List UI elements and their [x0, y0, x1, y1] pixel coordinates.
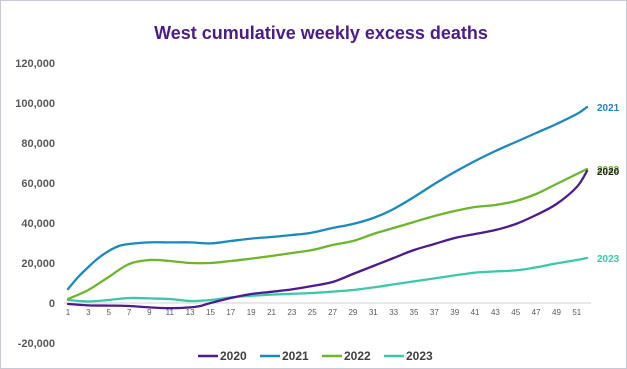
x-tick-label: 23 — [287, 308, 296, 317]
y-tick-label: 0 — [49, 298, 55, 310]
series-line-2020 — [66, 169, 589, 310]
series-line-2023 — [66, 256, 589, 303]
legend-item-2020: 2020 — [198, 349, 247, 363]
y-tick-label: 60,000 — [21, 178, 55, 190]
y-tick-label: -20,000 — [18, 338, 55, 350]
end-label-2023: 2023 — [597, 254, 620, 265]
x-tick-label: 27 — [328, 308, 337, 317]
legend-label: 2023 — [406, 349, 433, 363]
x-axis: 1 3 5 7 9 11 13 15 17 19 21 23 25 27 29 31 33 35 37 39 41 43 4… — [64, 302, 591, 317]
series-line-2021 — [66, 105, 589, 291]
legend-label: 2020 — [220, 349, 247, 363]
legend-item-2022: 2022 — [322, 349, 371, 363]
x-tick-label: 29 — [348, 308, 357, 317]
end-label-2020: 2020 — [597, 167, 620, 178]
end-label-2021: 2021 — [597, 103, 620, 114]
x-tick-label: 3 — [86, 308, 91, 317]
end-label-2022: 2022 — [597, 165, 620, 176]
x-tick-label: 17 — [226, 308, 235, 317]
legend-item-2023: 2023 — [384, 349, 433, 363]
y-tick-label: 20,000 — [21, 258, 55, 270]
x-tick-label: 43 — [491, 308, 500, 317]
x-tick-label: 13 — [186, 308, 195, 317]
y-tick-label: 40,000 — [21, 218, 55, 230]
x-tick-label: 51 — [572, 308, 581, 317]
chart-title: West cumulative weekly excess deaths — [154, 23, 488, 43]
y-tick-label: 80,000 — [21, 138, 55, 150]
x-tick-label: 1 — [66, 308, 71, 317]
x-tick-label: 9 — [147, 308, 152, 317]
x-tick-label: 33 — [389, 308, 398, 317]
y-tick-label: 120,000 — [15, 58, 55, 70]
x-tick-label: 7 — [127, 308, 132, 317]
series-line-2022 — [66, 167, 589, 301]
x-tick-label: 31 — [369, 308, 378, 317]
x-tick-label: 21 — [267, 308, 276, 317]
x-tick-label: 45 — [511, 308, 520, 317]
x-tick-label: 39 — [450, 308, 459, 317]
x-tick-label: 15 — [206, 308, 215, 317]
x-tick-label: 47 — [532, 308, 541, 317]
y-axis: 120,000 100,000 80,000 60,000 40,000 20,000 0 -… — [15, 58, 55, 350]
x-tick-label: 49 — [552, 308, 561, 317]
legend-label: 2021 — [282, 349, 309, 363]
series-layer — [66, 105, 589, 310]
x-tick-label: 19 — [247, 308, 256, 317]
x-tick-label: 25 — [308, 308, 317, 317]
x-tick-label: 35 — [410, 308, 419, 317]
x-tick-label: 37 — [430, 308, 439, 317]
legend-label: 2022 — [344, 349, 371, 363]
legend: 2020 2021 2022 2023 — [198, 349, 433, 363]
x-tick-label: 5 — [106, 308, 111, 317]
legend-item-2021: 2021 — [260, 349, 309, 363]
x-tick-label: 11 — [166, 308, 175, 317]
y-tick-label: 100,000 — [15, 98, 55, 110]
x-tick-label: 41 — [471, 308, 480, 317]
